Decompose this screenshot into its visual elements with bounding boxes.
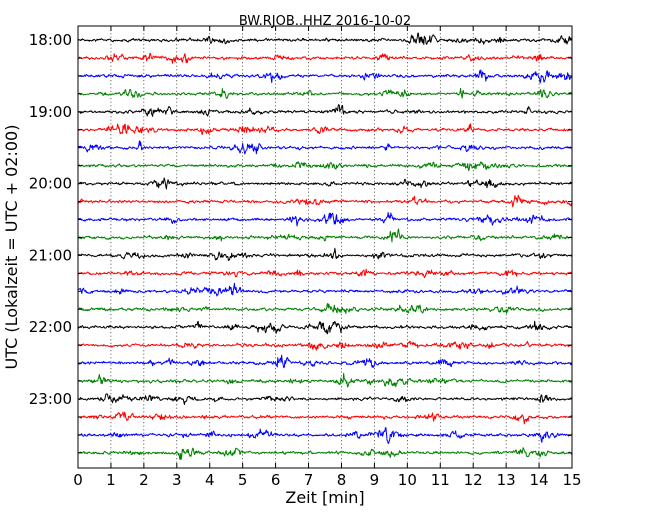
- trace-row: [77, 161, 573, 172]
- trace-row: [77, 140, 573, 155]
- x-tick-label: 4: [205, 471, 215, 489]
- trace-layer: [77, 32, 573, 461]
- trace-row: [77, 354, 573, 369]
- trace-row: [77, 32, 573, 45]
- y-tick-label: 21:00: [29, 246, 72, 264]
- trace-row: [77, 372, 573, 388]
- chart-title: BW.RJOB..HHZ 2016-10-02: [239, 14, 411, 29]
- trace-row: [77, 69, 573, 84]
- trace-row: [77, 228, 573, 243]
- trace-row: [77, 52, 573, 64]
- y-tick-label: 23:00: [29, 390, 72, 408]
- x-tick-label: 11: [431, 471, 450, 489]
- x-tick-label: 1: [106, 471, 116, 489]
- x-axis-label: Zeit [min]: [285, 488, 364, 507]
- x-tick-label: 9: [370, 471, 380, 489]
- trace-row: [77, 268, 573, 279]
- trace-row: [77, 282, 573, 297]
- x-tick-label: 2: [139, 471, 149, 489]
- trace-row: [77, 104, 573, 117]
- trace-row: [77, 211, 573, 227]
- x-tick-label: 15: [562, 471, 581, 489]
- trace-row: [77, 194, 573, 208]
- trace-row: [77, 87, 573, 100]
- y-tick-label: 18:00: [29, 31, 72, 49]
- trace-row: [77, 393, 573, 405]
- y-tick-label: 22:00: [29, 318, 72, 336]
- y-axis-label: UTC (Lokalzeit = UTC + 02:00): [2, 125, 21, 370]
- x-tick-label: 7: [304, 471, 314, 489]
- trace-row: [77, 177, 573, 190]
- trace-row: [77, 123, 573, 136]
- trace-row: [77, 320, 573, 335]
- y-tick-label: 20:00: [29, 175, 72, 193]
- x-tick-label: 5: [238, 471, 248, 489]
- trace-row: [77, 447, 573, 461]
- x-tick-label: 14: [530, 471, 549, 489]
- grid-layer: [110, 26, 540, 468]
- trace-row: [77, 302, 573, 315]
- trace-row: [77, 411, 573, 425]
- x-tick-label: 6: [271, 471, 281, 489]
- x-tick-label: 12: [464, 471, 483, 489]
- trace-row: [77, 427, 573, 444]
- x-tick-label: 10: [398, 471, 417, 489]
- trace-row: [77, 247, 573, 261]
- trace-row: [77, 340, 573, 351]
- y-tick-label: 19:00: [29, 103, 72, 121]
- plot-frame: [77, 25, 573, 469]
- x-tick-label: 13: [497, 471, 516, 489]
- x-tick-label: 0: [73, 471, 83, 489]
- x-tick-label: 8: [337, 471, 347, 489]
- x-tick-label: 3: [172, 471, 182, 489]
- axis-layer: 0 1 2 3 4 5 6 7 8 9 10 11 12 13 14 1518:0019:0020:0021:…: [29, 26, 582, 489]
